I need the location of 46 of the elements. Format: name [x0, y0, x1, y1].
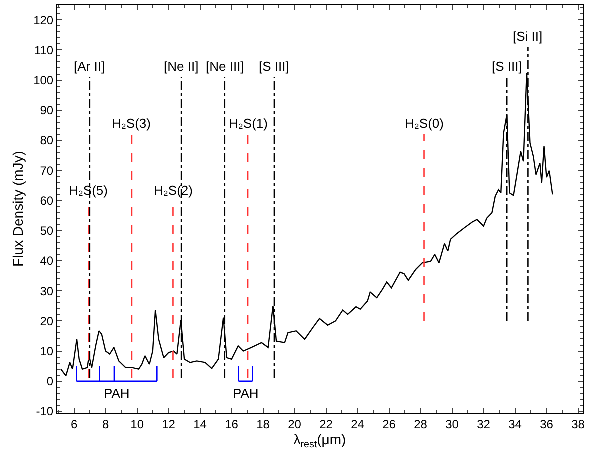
ref-line-label: H₂S(1)	[229, 116, 268, 131]
y-tick-label: 120	[34, 13, 54, 28]
y-tick-label: -10	[36, 404, 54, 419]
x-tick-label: 24	[351, 417, 365, 432]
x-tick-label: 8	[102, 417, 110, 432]
x-tick-label: 10	[130, 417, 144, 432]
ref-line-label: [Ar II]	[74, 59, 106, 74]
x-tick-label: 36	[540, 417, 554, 432]
x-tick-label: 20	[288, 417, 302, 432]
y-tick-label: 10	[40, 344, 54, 358]
x-tick-label: 28	[414, 417, 428, 432]
ref-line-label: [S III]	[492, 59, 522, 74]
y-tick-label: 20	[40, 314, 54, 328]
y-tick-label: 80	[40, 134, 54, 148]
x-tick-label: 26	[382, 417, 396, 432]
ref-line-label: H₂S(0)	[405, 116, 444, 131]
y-tick-label: 70	[40, 164, 54, 178]
ref-line-label: [Si II]	[513, 29, 543, 44]
x-tick-label: 18	[256, 417, 270, 432]
ref-line-label: H₂S(2)	[154, 183, 193, 198]
y-tick-label: 0	[46, 374, 54, 389]
ref-line-label: [S III]	[259, 59, 290, 74]
x-tick-label: 34	[508, 417, 522, 432]
y-tick-label: 100	[34, 73, 54, 88]
y-axis-title: Flux Density (mJy)	[10, 151, 26, 267]
x-tick-label: 16	[225, 417, 239, 432]
ref-line-label: [Ne II]	[164, 59, 199, 74]
x-tick-label: 30	[446, 417, 460, 432]
annotation: PAH	[233, 386, 259, 401]
y-tick-label: 60	[40, 194, 54, 208]
annotation: PAH	[104, 386, 130, 401]
x-tick-label: 22	[320, 417, 334, 432]
x-tick-label: 32	[477, 417, 491, 432]
ref-line-label: [Ne III]	[206, 59, 244, 74]
y-tick-label: 30	[40, 284, 54, 298]
x-tick-label: 12	[162, 417, 176, 432]
x-tick-label: 14	[194, 417, 208, 432]
y-tick-label: 90	[40, 104, 54, 118]
ref-line-label: H₂S(5)	[69, 183, 108, 198]
x-tick-label: 6	[70, 417, 78, 432]
y-tick-label: 50	[40, 224, 54, 238]
ref-line-label: H₂S(3)	[112, 116, 151, 131]
x-tick-label: 38	[572, 417, 586, 432]
y-tick-label: 40	[40, 254, 54, 268]
x-axis-title: λ$_{rest}$(μm)	[294, 432, 346, 451]
y-tick-label: 110	[34, 43, 54, 58]
